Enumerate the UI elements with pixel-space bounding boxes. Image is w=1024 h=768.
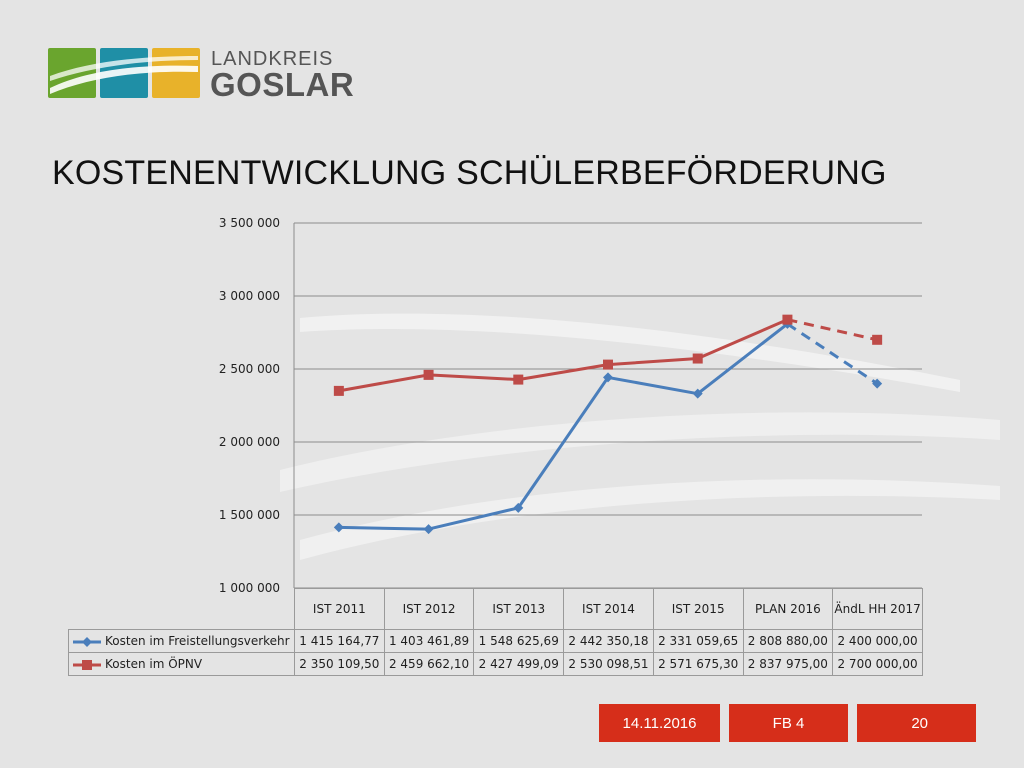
data-label: 1 548 625,69 (473, 629, 565, 653)
table-row: Kosten im ÖPNV 2 350 109,50 2 459 662,10 2 … (68, 652, 923, 676)
data-label: 2 808 880,00 (742, 629, 834, 653)
x-category-label: ÄndL HH 2017 (832, 588, 923, 630)
legend-entry: Kosten im ÖPNV (68, 652, 295, 676)
data-label: 2 837 975,00 (742, 652, 834, 676)
footer-department: FB 4 (729, 704, 848, 742)
data-point (872, 334, 883, 345)
x-category-label: IST 2013 (473, 588, 565, 630)
x-category-label: IST 2011 (294, 588, 385, 630)
data-label: 1 403 461,89 (383, 629, 475, 653)
table-row: Kosten im Freistellungsverkehr 1 415 164,… (68, 629, 923, 653)
data-point (692, 388, 703, 399)
logo-tiles-icon (48, 48, 200, 98)
slide-title: KOSTENENTWICKLUNG SCHÜLERBEFÖRDERUNG (52, 154, 887, 192)
data-point (513, 374, 524, 385)
data-label: 1 415 164,77 (294, 629, 385, 653)
footer-date: 14.11.2016 (599, 704, 720, 742)
data-label: 2 700 000,00 (832, 652, 923, 676)
data-point (603, 359, 613, 370)
series-line-1 (338, 318, 789, 393)
data-label: 2 331 059,65 (652, 629, 744, 653)
y-tick-label: 2 000 000 (219, 435, 280, 449)
data-label: 2 530 098,51 (563, 652, 654, 676)
footer-page-number: 20 (857, 704, 976, 742)
data-point (513, 502, 524, 513)
data-label: 2 427 499,09 (473, 652, 565, 676)
x-category-label: IST 2015 (652, 588, 744, 630)
y-tick-label: 2 500 000 (219, 362, 280, 376)
data-point (423, 369, 434, 380)
data-point (603, 372, 613, 383)
y-tick-label: 3 500 000 (219, 216, 280, 230)
legend-key-icon (73, 636, 101, 647)
data-label: 2 459 662,10 (383, 652, 475, 676)
landkreis-goslar-logo: LANDKREIS GOSLAR (48, 46, 354, 103)
data-label: 2 571 675,30 (652, 652, 744, 676)
logo-text-landkreis: LANDKREIS (211, 48, 334, 70)
series-line-0 (338, 322, 789, 531)
y-tick-label: 1 500 000 (219, 508, 280, 522)
legend-label: Kosten im ÖPNV (105, 657, 203, 671)
series-line-dashed-1 (787, 318, 878, 342)
data-point (692, 353, 703, 364)
legend-entry: Kosten im Freistellungsverkehr (68, 629, 295, 653)
y-tick-label: 3 000 000 (219, 289, 280, 303)
x-category-label: IST 2014 (563, 588, 654, 630)
logo-text-goslar: GOSLAR (210, 66, 355, 103)
data-point (872, 378, 883, 389)
data-point (423, 524, 434, 535)
data-label: 2 350 109,50 (294, 652, 385, 676)
data-label: 2 400 000,00 (832, 629, 923, 653)
data-point (333, 385, 344, 396)
data-point (333, 522, 344, 533)
data-point (782, 314, 793, 325)
chart-data-table: IST 2011 IST 2012 IST 2013 IST 2014 IST 2015… (68, 588, 923, 676)
x-category-label: PLAN 2016 (742, 588, 834, 630)
legend-label: Kosten im Freistellungsverkehr (105, 634, 290, 648)
table-corner (68, 588, 295, 630)
data-label: 2 442 350,18 (563, 629, 654, 653)
x-category-label: IST 2012 (383, 588, 475, 630)
legend-key-icon (73, 659, 101, 670)
series-line-dashed-0 (786, 322, 878, 385)
